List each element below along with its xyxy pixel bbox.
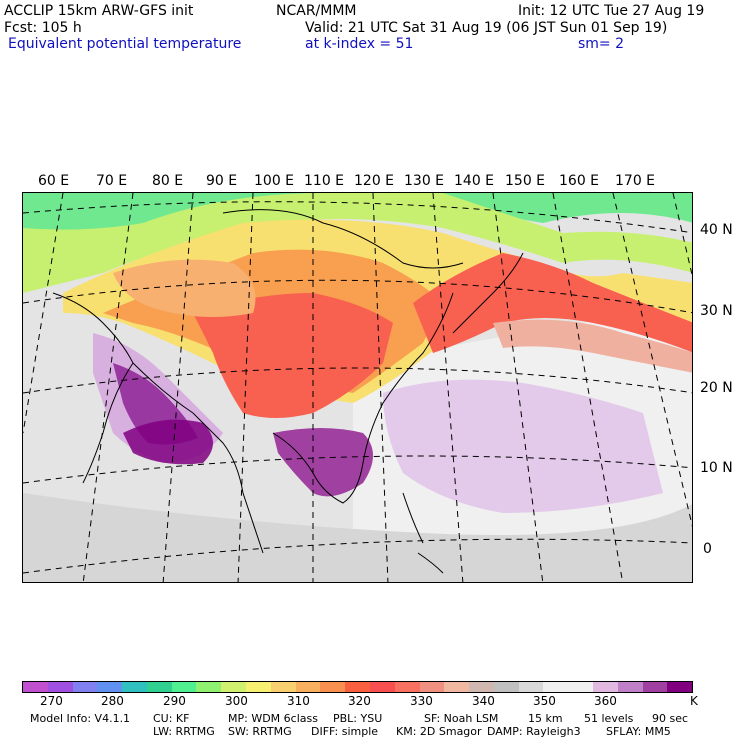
colorbar-swatch — [444, 682, 470, 692]
lon-label: 170 E — [615, 173, 656, 189]
lat-label: 20 N — [700, 380, 733, 396]
colorbar-swatch — [667, 682, 693, 692]
model-title: ACCLIP 15km ARW-GFS init — [4, 3, 194, 19]
colorbar-swatch — [617, 682, 643, 692]
lon-label: 80 E — [152, 173, 184, 189]
colorbar-swatch — [72, 682, 98, 692]
colorbar-tick: 360 — [594, 694, 617, 708]
colorbar-swatch — [345, 682, 370, 692]
footer-timestep: 90 sec — [652, 712, 689, 725]
colorbar-swatch — [493, 682, 519, 692]
lat-label: 0 — [703, 541, 712, 557]
southern-grey-band — [23, 493, 692, 582]
colorbar-swatch — [394, 682, 420, 692]
colorbar-tick: 350 — [533, 694, 556, 708]
footer-sf: SF: Noah LSM — [424, 712, 499, 725]
colorbar-swatch — [320, 682, 346, 692]
pacific-salmon-fringe — [493, 319, 692, 373]
lon-label: 110 E — [304, 173, 345, 189]
lon-label: 140 E — [454, 173, 495, 189]
scs-light-purple — [383, 379, 663, 513]
lat-label: 30 N — [700, 303, 733, 319]
indochina-purple — [273, 428, 373, 497]
lon-label: 150 E — [505, 173, 546, 189]
map-canvas — [23, 193, 692, 582]
field-name: Equivalent potential temperature — [8, 36, 242, 52]
colorbar-tick: 330 — [410, 694, 433, 708]
north-yellowgreen-band — [23, 193, 692, 293]
bay-bengal-purple — [123, 419, 213, 465]
colorbar-tick: 280 — [101, 694, 124, 708]
colorbar-swatch — [518, 682, 544, 692]
colorbar-swatch — [171, 682, 197, 692]
asia-red-core — [193, 293, 393, 418]
colorbar — [22, 681, 693, 693]
forecast-hour: Fcst: 105 h — [4, 20, 82, 36]
colorbar-unit: K — [690, 694, 698, 708]
colorbar-tick: 300 — [225, 694, 248, 708]
colorbar-tick: 270 — [40, 694, 63, 708]
colorbar-swatch — [295, 682, 321, 692]
colorbar-swatch — [23, 682, 48, 692]
lon-label: 60 E — [38, 173, 70, 189]
footer-levels: 51 levels — [584, 712, 634, 725]
north-green-band — [23, 193, 692, 253]
colorbar-swatch — [97, 682, 123, 692]
lon-label: 90 E — [206, 173, 238, 189]
colorbar-swatch — [47, 682, 73, 692]
footer-model-info: Model Info: V4.1.1 — [30, 712, 131, 725]
colorbar-tick: 340 — [472, 694, 495, 708]
smoothing-label: sm= 2 — [578, 36, 625, 52]
footer-km: KM: 2D Smagor — [396, 725, 482, 738]
theta-e-map — [22, 192, 693, 583]
footer-resolution: 15 km — [528, 712, 563, 725]
footer-line1: Model Info: V4.1.1 — [30, 712, 130, 725]
footer-pbl: PBL: YSU — [333, 712, 383, 725]
colorbar-tick: 290 — [163, 694, 186, 708]
lon-label: 100 E — [254, 173, 295, 189]
lon-label: 130 E — [404, 173, 445, 189]
init-time: Init: 12 UTC Tue 27 Aug 19 — [518, 3, 705, 19]
lat-label: 40 N — [700, 222, 733, 238]
colorbar-swatch — [369, 682, 395, 692]
footer-lw: LW: RRTMG — [153, 725, 215, 738]
footer-diff: DIFF: simple — [311, 725, 379, 738]
footer-sw: SW: RRTMG — [228, 725, 292, 738]
colorbar-swatch — [196, 682, 222, 692]
grid-lines — [23, 193, 692, 582]
colorbar-swatch — [543, 682, 569, 692]
lon-label: 120 E — [354, 173, 395, 189]
colorbar-swatch — [642, 682, 668, 692]
tibet-salmon — [113, 259, 256, 317]
colorbar-swatch — [270, 682, 296, 692]
coastlines — [52, 209, 524, 574]
lon-label: 70 E — [96, 173, 128, 189]
japan-red-band — [413, 253, 692, 353]
lon-label: 160 E — [559, 173, 600, 189]
colorbar-swatch — [246, 682, 271, 692]
colorbar-swatch — [146, 682, 172, 692]
colorbar-swatch — [592, 682, 618, 692]
footer-damp: DAMP: Rayleigh3 — [487, 725, 581, 738]
org-label: NCAR/MMM — [276, 3, 357, 19]
colorbar-tick: 320 — [348, 694, 371, 708]
level-label: at k-index = 51 — [305, 36, 414, 52]
colorbar-tick: 310 — [287, 694, 310, 708]
colorbar-swatch — [568, 682, 593, 692]
footer-cu: CU: KF — [153, 712, 190, 725]
colorbar-swatch — [469, 682, 494, 692]
colorbar-swatch — [122, 682, 147, 692]
colorbar-swatch — [221, 682, 247, 692]
footer-sflay: SFLAY: MM5 — [606, 725, 671, 738]
footer-mp: MP: WDM 6class — [228, 712, 318, 725]
lat-label: 10 N — [700, 460, 733, 476]
colorbar-swatch — [419, 682, 445, 692]
valid-time: Valid: 21 UTC Sat 31 Aug 19 (06 JST Sun … — [305, 20, 668, 36]
